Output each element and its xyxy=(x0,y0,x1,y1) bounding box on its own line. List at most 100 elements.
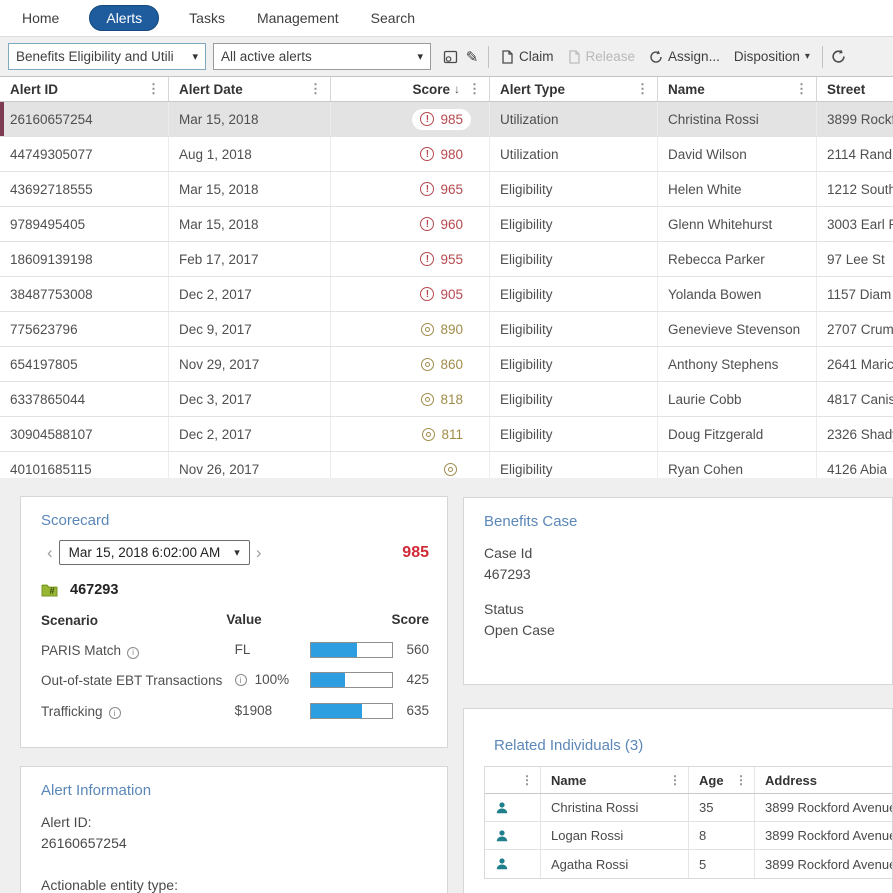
nav-item-home[interactable]: Home xyxy=(22,10,60,26)
alert-date-cell: Dec 9, 2017 xyxy=(169,312,331,346)
scorecard-total-score: 985 xyxy=(402,543,429,561)
disposition-label: Disposition xyxy=(733,49,800,64)
info-icon[interactable]: i xyxy=(234,673,247,686)
nav-item-tasks[interactable]: Tasks xyxy=(189,10,225,26)
column-header-street[interactable]: Street xyxy=(827,81,866,97)
claim-button[interactable]: Claim xyxy=(494,43,561,70)
info-icon[interactable]: i xyxy=(127,646,140,659)
table-row[interactable]: 775623796 Dec 9, 2017 890 Eligibility Ge… xyxy=(0,312,893,347)
column-header-name[interactable]: Name ⋮ xyxy=(541,767,689,793)
column-header-alert-date[interactable]: Alert Date ⋮ xyxy=(169,77,331,101)
table-row[interactable]: 6337865044 Dec 3, 2017 818 Eligibility L… xyxy=(0,382,893,417)
column-header-name[interactable]: Name ⋮ xyxy=(658,77,817,101)
column-header-alert-id[interactable]: Alert ID ⋮ xyxy=(0,77,169,101)
alert-date-cell: Mar 15, 2018 xyxy=(169,207,331,241)
release-button[interactable]: Release xyxy=(561,43,643,70)
info-icon[interactable]: i xyxy=(108,707,121,720)
score-cell: ! 955 xyxy=(331,242,490,276)
score-cell: ! 965 xyxy=(331,172,490,206)
person-icon xyxy=(496,858,508,870)
score-badge: 811 xyxy=(414,424,471,445)
alerts-table-header: Alert ID ⋮ Alert Date ⋮ Score ↓ ⋮ Alert … xyxy=(0,77,893,102)
column-menu-icon[interactable]: ⋮ xyxy=(147,81,160,96)
table-row[interactable]: Logan Rossi 8 3899 Rockford Avenue xyxy=(485,822,892,850)
alert-date-cell: Nov 29, 2017 xyxy=(169,347,331,381)
individual-icon-cell xyxy=(485,850,541,878)
column-menu-icon[interactable]: ⋮ xyxy=(795,81,808,96)
score-severity-icon xyxy=(421,322,435,336)
table-row[interactable]: Agatha Rossi 5 3899 Rockford Avenue xyxy=(485,850,892,878)
filter-select[interactable]: All active alerts ▾ xyxy=(213,43,431,70)
table-row[interactable]: 43692718555 Mar 15, 2018 ! 965 Eligibili… xyxy=(0,172,893,207)
column-header-alert-type[interactable]: Alert Type ⋮ xyxy=(490,77,658,101)
column-menu-icon[interactable]: ⋮ xyxy=(636,81,649,96)
individual-address-cell: 3899 Rockford Avenue xyxy=(765,800,892,815)
score-bar-fill xyxy=(311,673,346,688)
open-details-button[interactable] xyxy=(439,43,461,70)
score-badge: 818 xyxy=(413,389,471,410)
benefits-case-panel: Benefits Case Case Id 467293 Status Open… xyxy=(463,497,893,685)
scenario-value: iFL xyxy=(234,642,251,658)
score-value: 860 xyxy=(440,356,463,372)
score-severity-icon: ! xyxy=(420,217,435,231)
chevron-right-icon[interactable]: › xyxy=(255,543,262,562)
column-header-address[interactable]: Address xyxy=(765,772,818,788)
score-cell: 818 xyxy=(331,382,490,416)
column-menu-icon[interactable]: ⋮ xyxy=(669,773,681,787)
alert-id-value: 26160657254 xyxy=(41,835,127,851)
alert-type-cell: Eligibility xyxy=(490,172,658,206)
chevron-left-icon[interactable]: ‹ xyxy=(47,543,53,562)
view-select[interactable]: Benefits Eligibility and Utili ▾ xyxy=(8,43,206,70)
score-cell: 890 xyxy=(331,312,490,346)
score-bar-fill xyxy=(311,703,363,718)
nav-item-management[interactable]: Management xyxy=(256,10,339,26)
assign-button[interactable]: Assign... xyxy=(642,43,727,70)
column-menu-icon[interactable]: ⋮ xyxy=(309,81,322,96)
scenario-value: i 100% xyxy=(234,672,311,687)
table-row[interactable]: 9789495405 Mar 15, 2018 ! 960 Eligibilit… xyxy=(0,207,893,242)
alert-type-cell: Eligibility xyxy=(490,242,658,276)
scenario-name: PARIS Match i xyxy=(41,642,235,660)
alert-type-cell: Eligibility xyxy=(490,277,658,311)
table-row[interactable]: 30904588107 Dec 2, 2017 811 Eligibility … xyxy=(0,417,893,452)
nav-item-alerts[interactable]: Alerts xyxy=(89,5,160,31)
refresh-button[interactable] xyxy=(828,43,850,70)
alert-type-cell: Eligibility xyxy=(490,207,658,241)
disposition-button[interactable]: Disposition ▾ xyxy=(727,43,817,70)
table-row[interactable]: 18609139198 Feb 17, 2017 ! 955 Eligibili… xyxy=(0,242,893,277)
column-header-age[interactable]: Age ⋮ xyxy=(689,767,755,793)
table-row[interactable]: 38487753008 Dec 2, 2017 ! 905 Eligibilit… xyxy=(0,277,893,312)
name-cell: Anthony Stephens xyxy=(658,347,817,381)
individual-name-cell: Christina Rossi xyxy=(541,794,689,821)
score-severity-icon: ! xyxy=(420,252,435,266)
benefits-case-title: Benefits Case xyxy=(484,513,578,530)
frame-circle-icon xyxy=(443,50,457,63)
score-severity-icon: ! xyxy=(420,287,435,301)
edit-button[interactable]: ✎ xyxy=(461,43,483,70)
alert-id-label: Alert ID: xyxy=(41,814,92,830)
related-individuals-title: Related Individuals (3) xyxy=(494,737,644,754)
alert-id-cell: 18609139198 xyxy=(0,242,169,276)
table-row[interactable]: 44749305077 Aug 1, 2018 ! 980 Utilizatio… xyxy=(0,137,893,172)
column-menu-icon[interactable]: ⋮ xyxy=(735,773,747,787)
alert-id-cell: 43692718555 xyxy=(0,172,169,206)
column-menu-icon[interactable]: ⋮ xyxy=(521,773,533,787)
sort-desc-icon: ↓ xyxy=(454,82,460,96)
column-header-score[interactable]: Score ↓ ⋮ xyxy=(331,77,490,101)
filter-select-value: All active alerts xyxy=(221,49,312,64)
nav-item-search[interactable]: Search xyxy=(370,10,416,26)
table-row[interactable]: Christina Rossi 35 3899 Rockford Avenue xyxy=(485,794,892,822)
status-value: Open Case xyxy=(484,622,555,638)
scorecard-date-select[interactable]: Mar 15, 2018 6:02:00 AM ▾ xyxy=(58,540,250,565)
person-icon xyxy=(496,801,508,813)
table-row[interactable]: 654197805 Nov 29, 2017 860 Eligibility A… xyxy=(0,347,893,382)
scenario-score: 560 xyxy=(406,642,429,658)
street-cell: 4126 Abia xyxy=(827,461,888,477)
column-menu-icon[interactable]: ⋮ xyxy=(468,81,481,96)
table-row[interactable]: 40101685115 Nov 26, 2017 Eligibility Rya… xyxy=(0,452,893,478)
scorecard-entity-id: 467293 xyxy=(70,582,119,598)
scorecard-entity[interactable]: # 467293 xyxy=(41,582,429,598)
scenario-score: 635 xyxy=(406,702,429,718)
column-header-icon[interactable]: ⋮ xyxy=(485,767,541,793)
table-row[interactable]: 26160657254 Mar 15, 2018 ! 985 Utilizati… xyxy=(0,102,893,137)
